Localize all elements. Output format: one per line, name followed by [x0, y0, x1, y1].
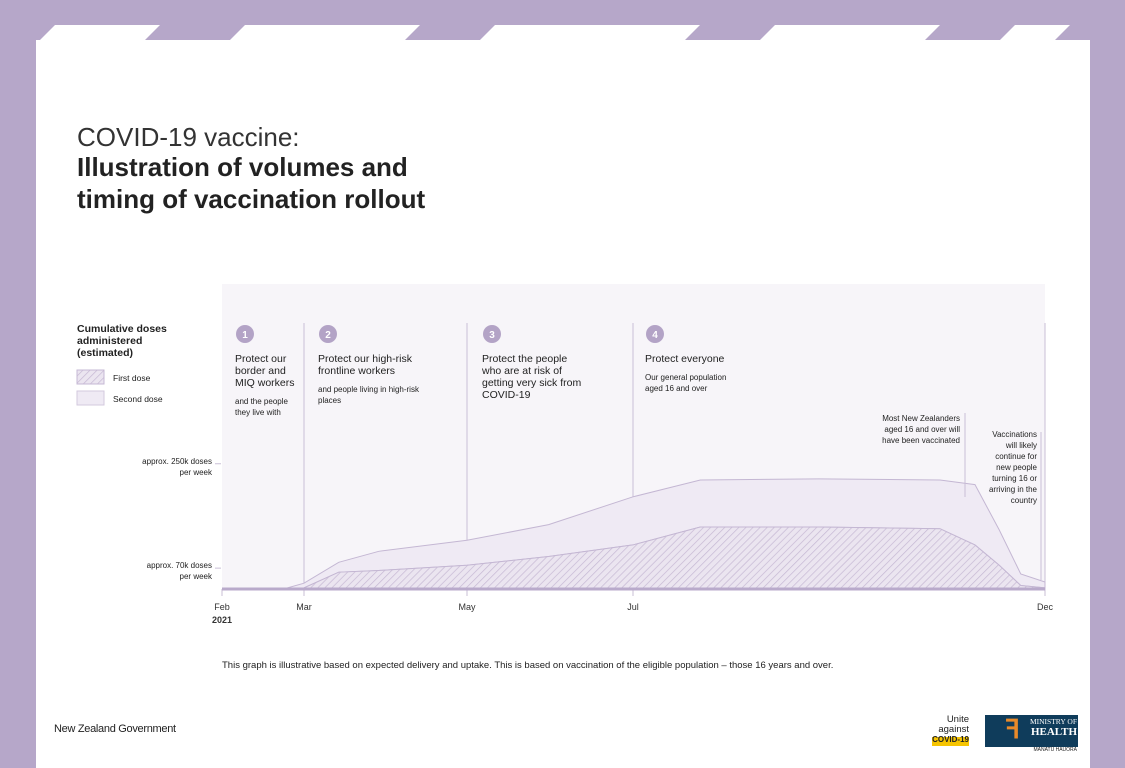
supertitle: COVID-19 vaccine: [77, 122, 300, 152]
phase-number: 1 [242, 330, 248, 341]
phase-badge [236, 325, 254, 343]
title-line: timing of vaccination rollout [77, 184, 426, 214]
phase-number: 2 [325, 330, 331, 341]
phase-number: 3 [489, 330, 495, 341]
x-tick-label: Dec [1037, 602, 1054, 612]
annotation: Most New Zealanders aged 16 and over wil… [882, 414, 960, 445]
y-tick-label: approx. 70k doses per week [146, 561, 212, 582]
footnote: This graph is illustrative based on expe… [222, 660, 834, 671]
government: New Zealand Government [54, 723, 176, 735]
legend-swatch [76, 390, 105, 406]
legend-label: Second dose [113, 394, 163, 404]
title-line: Illustration of volumes and [77, 152, 408, 182]
y-tick-label: approx. 250k doses per week [142, 456, 212, 477]
x-tick-label: Feb [214, 602, 230, 612]
title: Illustration of volumes and timing of va… [77, 151, 425, 215]
x-tick-label: Jul [627, 602, 639, 612]
x-tick-label: Mar [296, 602, 312, 612]
legend-label: First dose [113, 373, 151, 383]
campaign-text: against [938, 724, 969, 735]
phase-heading: Protect everyone [645, 353, 725, 365]
legend-title: Cumulative doses administered (estimated… [77, 323, 167, 359]
campaign-text: COVID-19 [932, 735, 969, 744]
phase-badge [483, 325, 501, 343]
phase-number: 4 [652, 330, 658, 341]
ministry-text: HEALTH [1030, 726, 1077, 738]
paper-edge [40, 25, 1070, 40]
campaign-highlight [932, 737, 969, 746]
phase-badge [319, 325, 337, 343]
x-tick-label: May [458, 602, 476, 612]
ministry-logo [985, 715, 1078, 747]
logo-mark: ꟻ [1005, 714, 1020, 744]
phase-heading: Protect the people who are at risk of ge… [482, 353, 582, 401]
phase-detail: and people living in high-risk places [318, 385, 419, 405]
legend-swatch [76, 369, 105, 385]
phase-badge [646, 325, 664, 343]
phase-detail: and the people they live with [235, 397, 288, 417]
phase-detail: Our general population aged 16 and over [645, 373, 727, 393]
ministry-subtext: MANATŪ HAUORA [1033, 747, 1077, 753]
ministry-text: MINISTRY OF [1029, 717, 1077, 726]
ministry: MINISTRY OF HEALTH [1022, 717, 1077, 738]
campaign: Unite against COVID-19 [920, 715, 969, 745]
year-label: 2021 [212, 615, 232, 625]
annotation: Vaccinations will likely continue for ne… [988, 430, 1037, 505]
campaign-text: Unite [946, 714, 969, 725]
phase-heading: Protect our border and MIQ workers [235, 353, 295, 389]
phase-heading: Protect our high-risk frontline workers [318, 353, 412, 377]
